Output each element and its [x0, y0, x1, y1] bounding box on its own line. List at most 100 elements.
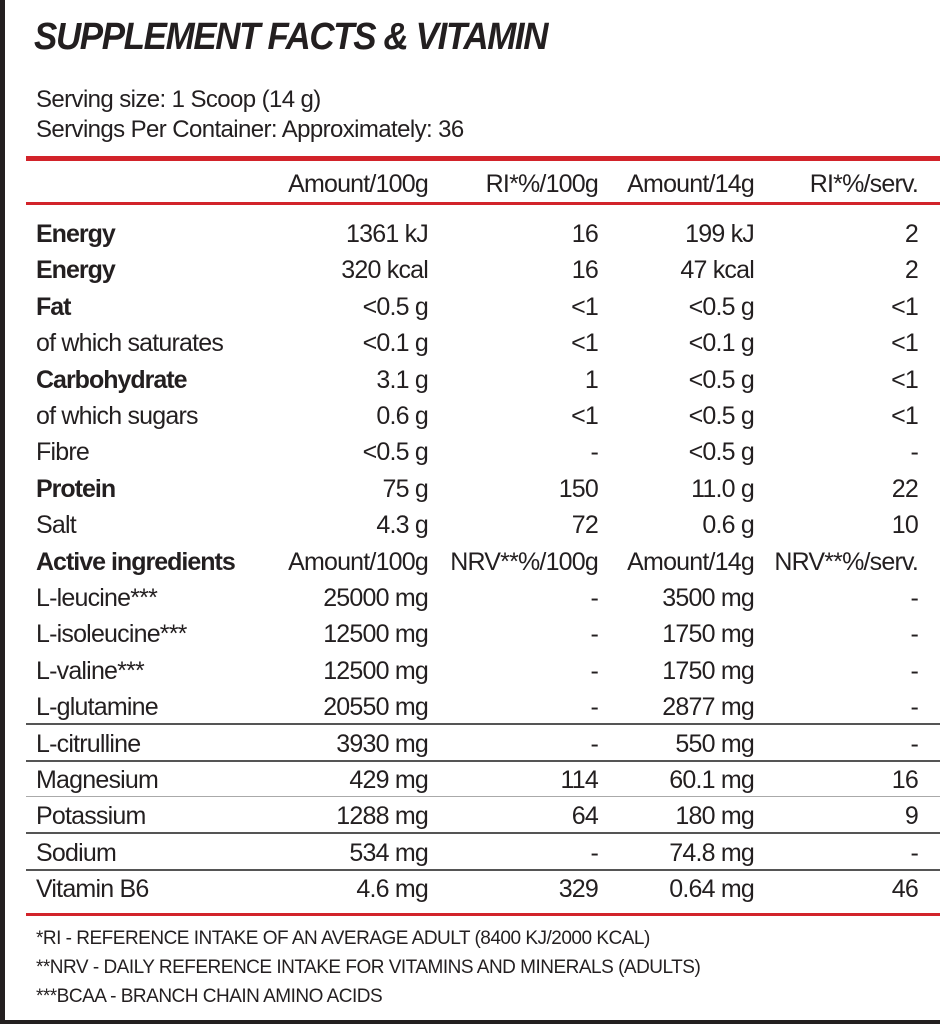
row-label: Potassium	[36, 802, 146, 831]
cell-ri-100g: 72	[571, 511, 599, 540]
cell-ri-serving: -	[910, 656, 918, 685]
cell-ri-100g: NRV**%/100g	[450, 547, 599, 576]
cell-amount-100g: <0.5 g	[362, 438, 429, 467]
header-amount-serving: Amount/14g	[627, 170, 755, 198]
cell-amount-serving: 74.8 mg	[669, 838, 755, 867]
cell-amount-100g: Amount/100g	[288, 547, 429, 576]
cell-ri-100g: -	[590, 438, 598, 467]
cell-ri-100g: -	[590, 729, 598, 758]
cell-ri-100g: 329	[558, 875, 599, 904]
cell-ri-100g: 114	[560, 766, 599, 794]
cell-amount-serving: 550 mg	[675, 729, 754, 758]
row-divider	[26, 759, 940, 762]
cell-ri-serving: -	[910, 693, 918, 722]
footnote-nrv: **NRV - DAILY REFERENCE INTAKE FOR VITAM…	[36, 957, 701, 978]
cell-ri-100g: <1	[571, 292, 599, 321]
cell-ri-serving: 22	[891, 474, 919, 503]
cell-amount-100g: 75 g	[382, 474, 429, 503]
cell-amount-serving: 1750 mg	[662, 620, 755, 649]
cell-amount-serving: 0.6 g	[702, 511, 754, 540]
servings-per-container: Servings Per Container: Approximately: 3…	[36, 116, 464, 143]
cell-ri-100g: -	[590, 584, 598, 612]
table-row: L-glutamine 20550 mg - 2877 mg -	[36, 689, 920, 725]
table-row: Energy 320 kcal 16 47 kcal 2	[36, 252, 920, 288]
cell-ri-100g: -	[590, 620, 598, 649]
cell-amount-serving: <0.5 g	[688, 438, 755, 467]
table-row: Energy 1361 kJ 16 199 kJ 2	[36, 216, 920, 252]
table-row: Fibre <0.5 g - <0.5 g -	[36, 434, 920, 470]
cell-ri-serving: <1	[891, 402, 919, 430]
divider-header	[26, 202, 940, 205]
cell-ri-serving: 16	[891, 766, 919, 794]
header-amount-100g: Amount/100g	[288, 170, 429, 198]
cell-ri-serving: <1	[891, 365, 919, 394]
footnote-ri: *RI - REFERENCE INTAKE OF AN AVERAGE ADU…	[36, 928, 650, 949]
cell-amount-serving: 0.64 mg	[669, 875, 755, 904]
page-title: SUPPLEMENT FACTS & VITAMIN	[34, 16, 549, 58]
row-label: Protein	[36, 474, 116, 503]
cell-ri-serving: -	[910, 620, 918, 649]
cell-amount-serving: 199 kJ	[685, 220, 755, 248]
cell-amount-100g: 320 kcal	[341, 256, 429, 285]
cell-amount-serving: 11.0 g	[691, 474, 755, 503]
row-label: Energy	[36, 220, 116, 248]
cell-amount-serving: <0.5 g	[688, 292, 755, 321]
cell-ri-100g: 150	[558, 474, 599, 503]
cell-amount-serving: <0.5 g	[688, 402, 755, 430]
cell-amount-100g: 1288 mg	[336, 802, 429, 831]
cell-amount-100g: 3930 mg	[336, 729, 429, 758]
row-label: Energy	[36, 256, 116, 285]
table-row: Carbohydrate 3.1 g 1 <0.5 g <1	[36, 362, 920, 398]
cell-ri-serving: -	[910, 438, 918, 467]
serving-size: Serving size: 1 Scoop (14 g)	[36, 86, 321, 113]
cell-ri-100g: 1	[584, 365, 599, 394]
footnote-bcaa: ***BCAA - BRANCH CHAIN AMINO ACIDS	[36, 986, 383, 1007]
cell-ri-100g: 64	[571, 802, 599, 831]
cell-amount-serving: 3500 mg	[662, 584, 755, 612]
cell-ri-serving: -	[910, 584, 918, 612]
table-row: of which saturates <0.1 g <1 <0.1 g <1	[36, 325, 920, 361]
cell-amount-100g: 4.6 mg	[356, 875, 428, 904]
row-label: of which saturates	[36, 329, 224, 358]
table-row: L-valine*** 12500 mg - 1750 mg -	[36, 653, 920, 689]
cell-amount-serving: <0.5 g	[688, 365, 755, 394]
cell-ri-serving: 9	[904, 802, 919, 831]
table-row: L-leucine*** 25000 mg - 3500 mg -	[36, 580, 920, 616]
cell-amount-100g: 20550 mg	[323, 693, 429, 722]
row-label: L-isoleucine***	[36, 620, 187, 649]
table-row: L-isoleucine*** 12500 mg - 1750 mg -	[36, 616, 920, 652]
table-row: Potassium 1288 mg 64 180 mg 9	[36, 798, 920, 834]
header-ri-100g: RI*%/100g	[485, 170, 599, 198]
table-row: Sodium 534 mg - 74.8 mg -	[36, 835, 920, 871]
cell-amount-serving: 1750 mg	[662, 656, 755, 685]
cell-amount-100g: 25000 mg	[323, 584, 429, 612]
cell-amount-serving: 60.1 mg	[669, 766, 755, 794]
cell-ri-serving: 46	[891, 875, 919, 904]
row-label: L-glutamine	[36, 693, 159, 722]
cell-ri-serving: 2	[904, 220, 919, 248]
cell-ri-100g: -	[590, 693, 598, 722]
row-divider	[26, 796, 940, 797]
cell-ri-serving: 10	[891, 511, 919, 540]
cell-ri-serving: <1	[891, 292, 919, 321]
cell-ri-100g: 16	[571, 220, 599, 248]
row-label: Salt	[36, 511, 77, 540]
row-label: Active ingredients	[36, 547, 236, 576]
cell-amount-100g: 0.6 g	[376, 402, 428, 430]
cell-amount-serving: Amount/14g	[627, 547, 755, 576]
cell-amount-100g: 4.3 g	[376, 511, 428, 540]
row-divider	[26, 723, 940, 726]
cell-amount-100g: 3.1 g	[376, 365, 428, 394]
row-label: Fibre	[36, 438, 90, 467]
cell-amount-100g: 534 mg	[349, 838, 428, 867]
row-label: Fat	[36, 292, 71, 321]
cell-ri-serving: -	[910, 838, 918, 867]
cell-ri-100g: <1	[571, 402, 599, 430]
row-divider	[26, 868, 940, 871]
cell-ri-100g: <1	[571, 329, 599, 358]
row-label: L-citrulline	[36, 729, 141, 758]
table-row: of which sugars 0.6 g <1 <0.5 g <1	[36, 398, 920, 434]
row-label: Magnesium	[36, 766, 159, 794]
cell-amount-serving: 47 kcal	[680, 256, 754, 285]
row-label: L-valine***	[36, 656, 145, 685]
